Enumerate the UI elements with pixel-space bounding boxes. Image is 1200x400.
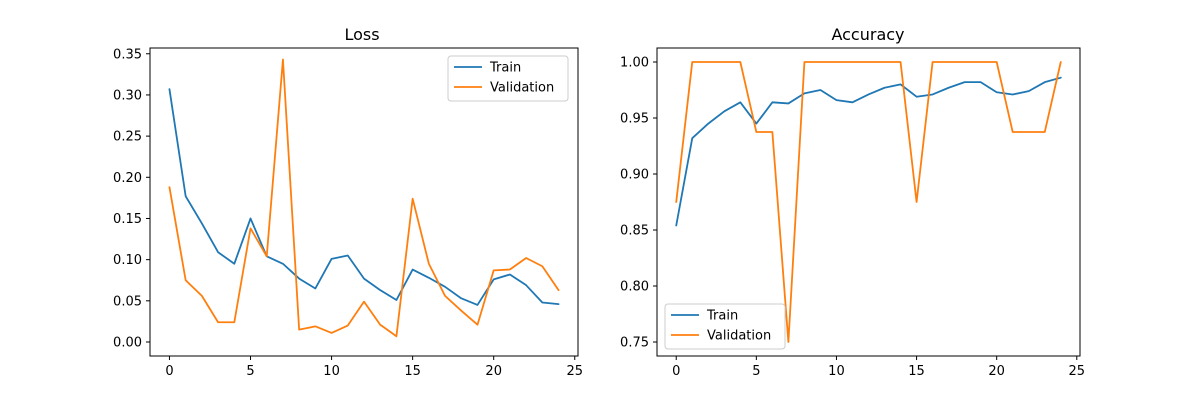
accuracy-y-tick-label: 0.75 <box>620 336 649 351</box>
loss-y-tick-label: 0.15 <box>113 212 142 227</box>
accuracy-x-tick-label: 20 <box>988 364 1005 379</box>
loss-x-tick-label: 10 <box>323 364 340 379</box>
loss-axes-frame <box>149 47 579 357</box>
loss-y-tick-label: 0.00 <box>113 336 142 351</box>
loss-x-tick-label: 25 <box>566 364 583 379</box>
accuracy-legend-label-validation: Validation <box>707 329 771 344</box>
accuracy-y-tick-label: 0.85 <box>620 224 649 239</box>
accuracy-x-tick-label: 15 <box>908 364 925 379</box>
accuracy-chart-panel: Accuracy 0 5 10 15 20 25 0.75 0.80 0.85 0.90 0.95 1… <box>620 25 1085 379</box>
accuracy-x-tick-label: 10 <box>828 364 845 379</box>
accuracy-x-tick-label: 25 <box>1069 364 1086 379</box>
loss-y-tick-label: 0.05 <box>113 294 142 309</box>
loss-y-tick-label: 0.35 <box>113 47 142 62</box>
accuracy-y-tick-label: 0.90 <box>620 168 649 183</box>
accuracy-chart-title: Accuracy <box>831 25 904 44</box>
loss-x-tick-label: 15 <box>404 364 421 379</box>
loss-x-tick-label: 0 <box>165 364 173 379</box>
loss-x-tick-label: 5 <box>246 364 254 379</box>
loss-legend-label-train: Train <box>489 61 521 76</box>
loss-legend-label-validation: Validation <box>490 81 554 96</box>
loss-series-train-line <box>168 88 560 306</box>
accuracy-legend: Train Validation <box>664 303 786 350</box>
loss-y-tick-label: 0.30 <box>113 88 142 103</box>
accuracy-y-tick-label: 0.80 <box>620 280 649 295</box>
accuracy-y-tick-label: 1.00 <box>620 56 649 71</box>
loss-chart-panel: Loss 0 5 10 15 20 25 0.00 0.05 0.10 0.15 0.20 0.25 0… <box>113 25 583 379</box>
loss-chart-title: Loss <box>344 25 379 44</box>
loss-x-tick-label: 20 <box>485 364 502 379</box>
accuracy-axes-frame <box>656 47 1081 357</box>
accuracy-y-tick-label: 0.95 <box>620 112 649 127</box>
loss-y-tick-label: 0.10 <box>113 253 142 268</box>
accuracy-series-train-line <box>675 76 1062 227</box>
loss-y-tick-label: 0.25 <box>113 130 142 145</box>
accuracy-legend-label-train: Train <box>706 309 738 324</box>
loss-y-tick-label: 0.20 <box>113 171 142 186</box>
loss-series-validation-line <box>168 58 560 338</box>
accuracy-x-tick-label: 5 <box>752 364 760 379</box>
accuracy-series-validation-line <box>675 61 1062 343</box>
accuracy-x-tick-label: 0 <box>672 364 680 379</box>
loss-legend: Train Validation <box>447 55 569 102</box>
